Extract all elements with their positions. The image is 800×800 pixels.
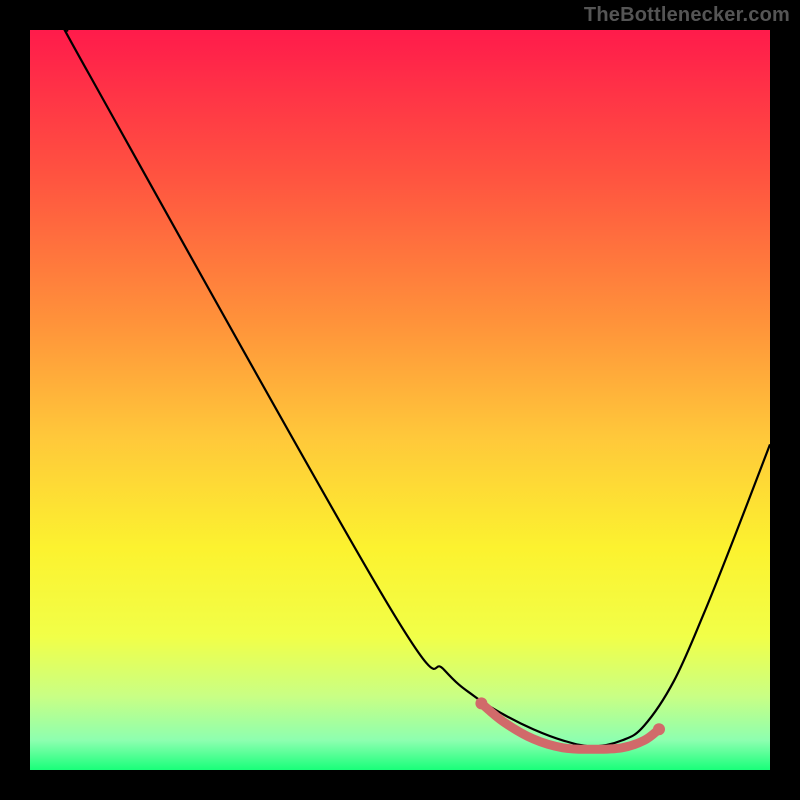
bottleneck-curve-chart — [0, 0, 800, 800]
chart-plot-area — [30, 30, 770, 770]
highlight-endpoint-dot — [653, 723, 665, 735]
bottleneck-chart-container: TheBottlenecker.com — [0, 0, 800, 800]
highlight-endpoint-dot — [475, 697, 487, 709]
watermark-text: TheBottlenecker.com — [584, 4, 790, 27]
